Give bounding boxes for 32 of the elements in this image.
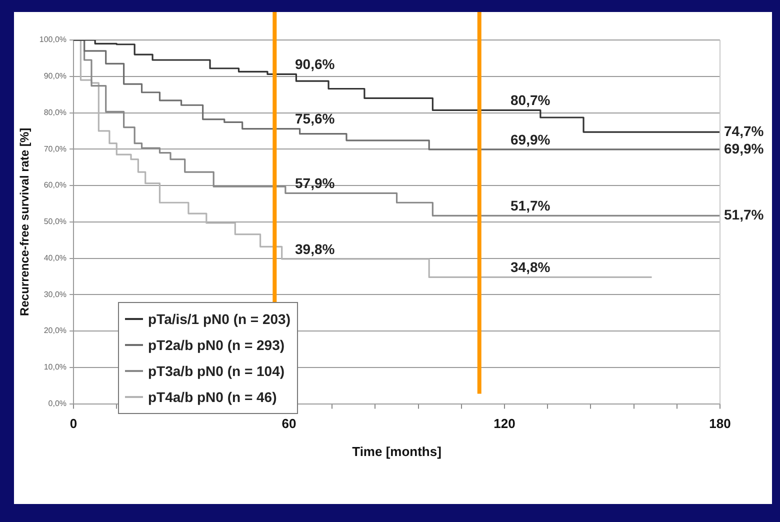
y-tick-label: 70,0% [44,144,67,154]
y-tick-label: 60,0% [44,180,67,190]
annotation: 75,6% [295,110,336,127]
x-tick-label: 60 [282,416,296,432]
y-tick-label: 50,0% [44,217,67,226]
annotation: 51,7% [510,198,551,214]
y-tick-label: 10,0% [44,362,67,372]
y-axis-title: Recurrence-free survival rate [%] [18,128,32,316]
legend-label: pT2a/b pN0 (n = 293) [148,336,285,355]
annotation: 80,7% [510,92,551,108]
legend-label: pTa/is/1 pN0 (n = 203) [148,310,291,329]
annotation: 57,9% [295,175,336,192]
legend-label: pT4a/b pN0 (n = 46) [148,388,277,407]
legend-label: pT3a/b pN0 (n = 104) [148,362,285,381]
y-tick-label: 0,0% [48,399,67,408]
annotation: 90,6% [295,56,336,72]
annotation: 51,7% [724,206,764,223]
y-tick-label: 100,0% [39,35,67,44]
x-axis-title: Time [months] [352,444,442,459]
y-tick-label: 30,0% [44,290,67,299]
annotation: 39,8% [295,240,336,257]
y-tick-label: 90,0% [44,72,67,81]
annotation: 69,9% [724,140,764,156]
annotation: 69,9% [510,131,551,148]
x-tick-label: 180 [709,416,731,432]
x-tick-label: 120 [494,416,516,432]
annotation: 34,8% [510,259,551,276]
x-tick-label: 0 [70,416,78,432]
annotation: 74,7% [724,122,764,139]
y-tick-label: 80,0% [44,108,67,117]
y-tick-label: 40,0% [44,253,67,262]
y-tick-label: 20,0% [44,326,67,336]
